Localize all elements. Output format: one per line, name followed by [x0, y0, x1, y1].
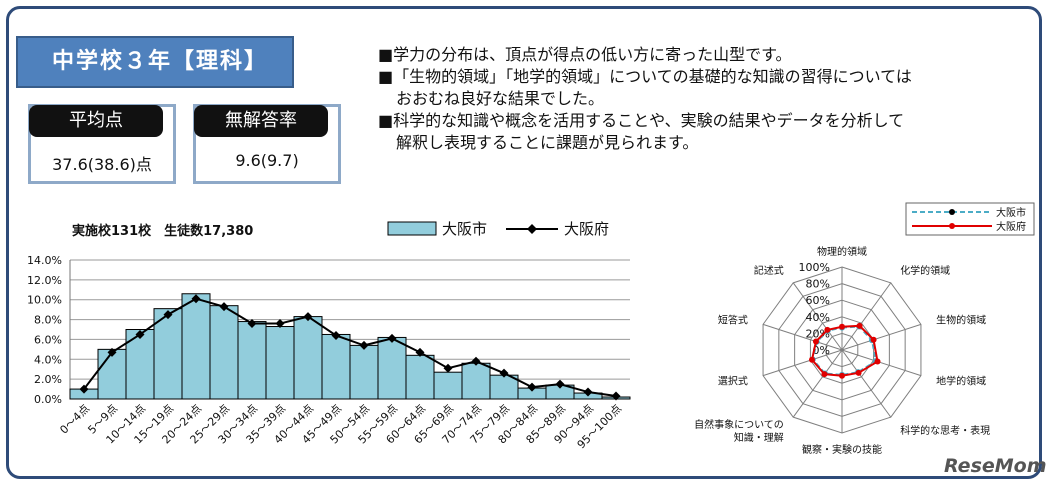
note-line: ■科学的な知識や概念を活用することや、実験の結果やデータを分析して	[378, 111, 905, 130]
score-distribution-chart: 0.0%2.0%4.0%6.0%8.0%10.0%12.0%14.0%0～4点5…	[27, 220, 631, 451]
bar	[349, 344, 379, 400]
series-point	[499, 368, 509, 378]
series-point	[359, 340, 369, 350]
series-point	[471, 356, 481, 366]
series-point	[555, 379, 565, 389]
bar	[377, 336, 407, 400]
average-score-card: 平均点 37.6(38.6)点	[28, 104, 176, 184]
series-point	[303, 312, 313, 322]
bar	[293, 316, 323, 400]
bar	[209, 305, 239, 400]
series-point	[219, 302, 229, 312]
no-answer-rate-card: 無解答率 9.6(9.7)	[193, 104, 341, 184]
series-point	[583, 387, 593, 397]
y-tick-label: 4.0%	[34, 353, 62, 366]
series-point	[247, 319, 257, 329]
note-line: 解釈し表現することに課題が見られます。	[396, 133, 699, 152]
y-tick-label: 12.0%	[27, 274, 62, 287]
y-tick-label: 8.0%	[34, 314, 62, 327]
series-point	[443, 363, 453, 373]
series-point	[163, 310, 173, 320]
series-point	[527, 382, 537, 392]
bar	[433, 371, 463, 400]
bar	[321, 333, 351, 400]
series-point	[107, 347, 117, 357]
average-score-label: 平均点	[29, 105, 163, 137]
y-tick-label: 10.0%	[27, 294, 62, 307]
bar	[461, 362, 491, 400]
y-tick-label: 0.0%	[34, 393, 62, 406]
series-line	[83, 297, 617, 398]
series-point	[387, 333, 397, 343]
legend-marker	[527, 224, 537, 234]
bar	[153, 308, 183, 400]
note-line: ■「生物的領域」「地学的領域」についての基礎的な知識の習得については	[378, 67, 912, 86]
note-line: おおむね良好な結果でした。	[396, 89, 605, 108]
y-tick-label: 6.0%	[34, 333, 62, 346]
series-point	[275, 319, 285, 329]
summary-notes: ■学力の分布は、頂点が得点の低い方に寄った山型です。 ■「生物的領域」「地学的領…	[378, 44, 1028, 154]
series-point	[135, 329, 145, 339]
series-point	[611, 391, 621, 401]
bar	[405, 354, 435, 400]
series-point	[415, 347, 425, 357]
series-point	[331, 330, 341, 340]
bar	[237, 321, 267, 400]
average-score-value: 37.6(38.6)点	[52, 155, 152, 174]
no-answer-rate-label: 無解答率	[194, 105, 328, 137]
x-tick-label: 0～4点	[57, 402, 92, 437]
histogram-title: 実施校131校 生徒数17,380	[72, 224, 254, 239]
page-title: 中学校３年【理科】	[16, 36, 294, 88]
legend-swatch	[387, 221, 437, 236]
no-answer-rate-value: 9.6(9.7)	[235, 151, 299, 170]
series-point	[79, 384, 89, 394]
bar	[265, 326, 295, 400]
series-point	[191, 294, 201, 304]
note-line: ■学力の分布は、頂点が得点の低い方に寄った山型です。	[378, 45, 792, 64]
legend-label: 大阪府	[564, 220, 609, 238]
y-tick-label: 2.0%	[34, 373, 62, 386]
resemom-logo: ReseMom	[944, 455, 1047, 477]
bar	[181, 293, 211, 400]
y-tick-label: 14.0%	[27, 254, 62, 267]
legend-label: 大阪市	[442, 220, 487, 238]
